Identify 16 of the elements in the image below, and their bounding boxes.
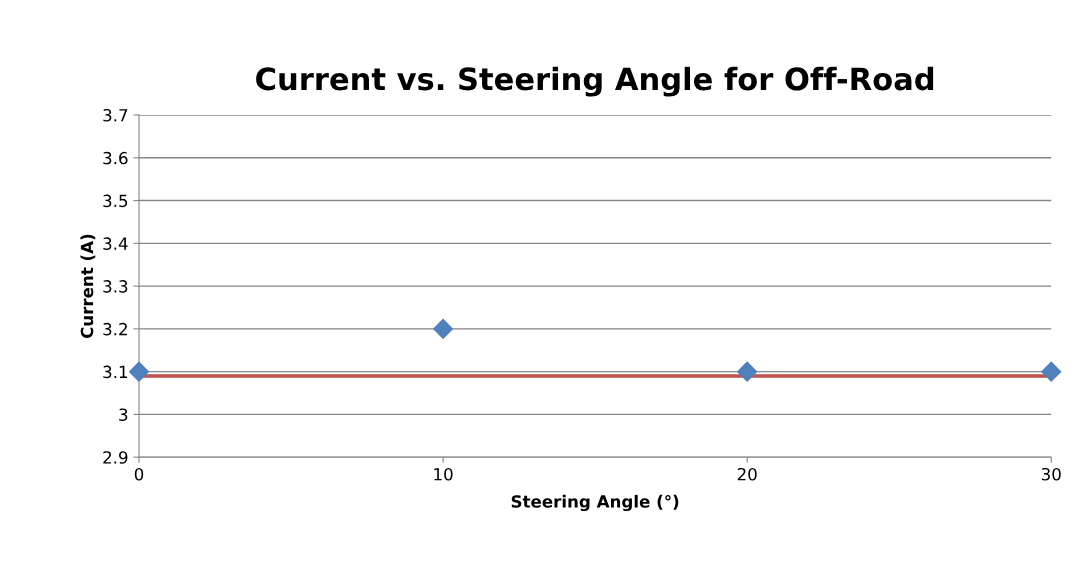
y-tick-label: 3.1: [103, 365, 128, 379]
y-tick-label: 2.9: [103, 451, 128, 464]
x-tick-label: 10: [434, 467, 453, 481]
chart-title: Current vs. Steering Angle for Off-Road: [256, 66, 934, 97]
y-tick-label: 3.3: [103, 280, 128, 293]
y-axis-title: Current (A): [80, 234, 96, 339]
x-axis-title: Steering Angle (°): [511, 494, 679, 512]
x-tick-label: 0: [134, 467, 144, 481]
y-tick-label: 3.5: [103, 194, 128, 208]
y-tick-label: 3.7: [103, 108, 128, 122]
x-tick-label: 20: [737, 467, 757, 481]
y-tick-label: 3.4: [103, 237, 128, 250]
y-tick-label: 3.6: [103, 151, 128, 165]
y-tick-label: 3.2: [103, 322, 127, 336]
x-tick-label: 30: [1041, 467, 1061, 481]
y-tick-label: 3: [119, 408, 128, 421]
